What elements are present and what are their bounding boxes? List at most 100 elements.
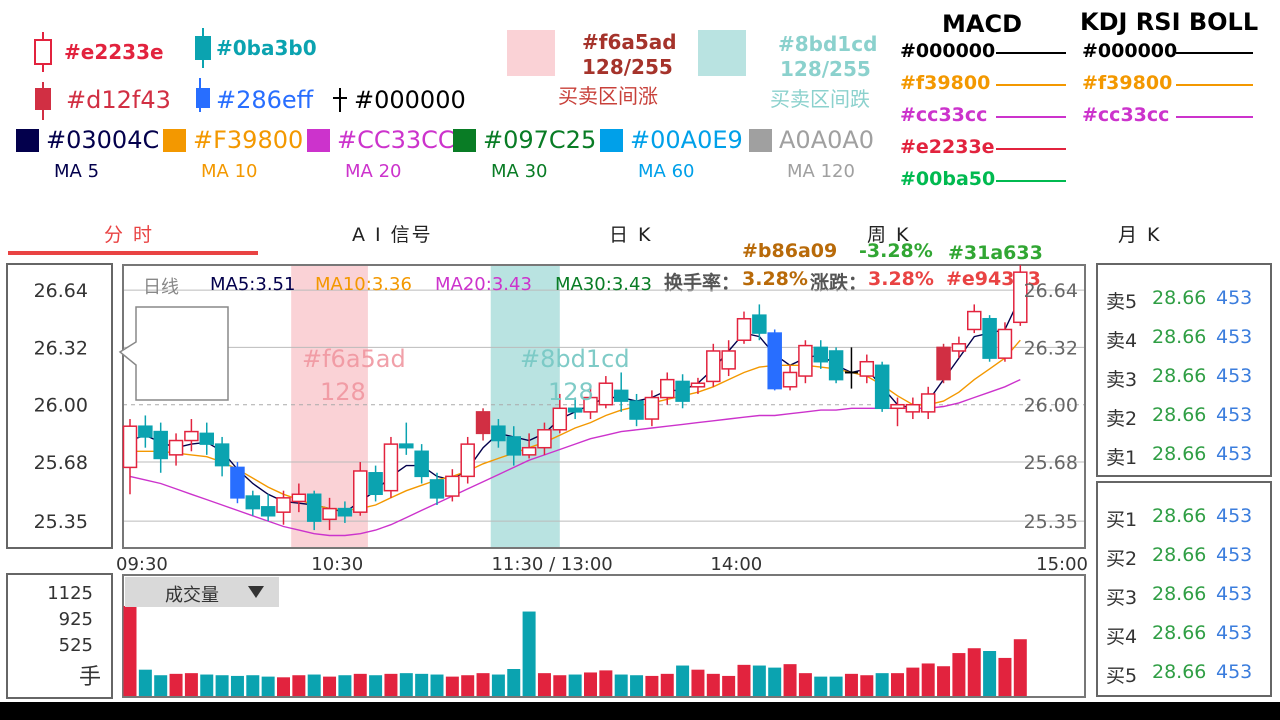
candle-body	[260, 506, 276, 517]
sell-order-book: 卖5 28.66 453 卖4 28.66 453 卖3 28.66 453 卖2 28.66 453…	[1096, 263, 1272, 477]
volume-bar	[476, 673, 490, 696]
order-book-row[interactable]: 卖5 28.66 453	[1098, 279, 1278, 318]
order-book-row[interactable]: 买1 28.66 453	[1098, 497, 1278, 536]
order-book-row[interactable]: 卖4 28.66 453	[1098, 318, 1278, 357]
volume-bar	[983, 651, 997, 696]
tab-fenshi[interactable]: 分 时	[104, 224, 155, 246]
order-book-row[interactable]: 卖1 28.66 453	[1098, 435, 1278, 474]
price-axis-panel	[6, 263, 113, 549]
order-book-price: 28.66	[1152, 365, 1207, 387]
order-book-volume: 453	[1216, 326, 1253, 348]
ma-swatch-hex: #03004C	[46, 126, 160, 154]
candle-body	[567, 407, 583, 413]
candle	[736, 311, 752, 344]
candle-body	[583, 396, 598, 413]
candle	[337, 501, 353, 523]
fall-zone-chart-alpha: 128	[548, 378, 594, 406]
candle-body	[291, 493, 307, 503]
volume-bar	[292, 675, 306, 696]
candle-body	[521, 446, 537, 456]
candle	[153, 422, 168, 473]
order-book-price: 28.66	[1152, 544, 1207, 566]
order-book-label: 卖5	[1106, 291, 1138, 313]
candle	[414, 444, 429, 484]
candle	[214, 436, 230, 477]
candle-body	[214, 443, 230, 467]
x-tick: 15:00	[1036, 554, 1088, 575]
volume-bar	[553, 675, 567, 696]
volume-dropdown-label: 成交量	[165, 585, 219, 606]
volume-bar	[522, 611, 536, 696]
x-tick: 09:30	[116, 554, 168, 575]
order-book-label: 买2	[1106, 548, 1138, 570]
volume-bar	[614, 674, 628, 696]
volume-bar	[369, 675, 383, 696]
rise-zone-swatch	[507, 30, 555, 76]
vol-tick-925: 925	[58, 609, 93, 630]
ma-swatch-name: MA 30	[491, 161, 548, 182]
candle-body	[383, 443, 399, 492]
order-book-volume: 453	[1216, 622, 1253, 644]
volume-bar	[1013, 639, 1027, 696]
turnover-label: 换手率：	[664, 272, 741, 294]
ma-swatch-hex: A0A0A0	[779, 126, 875, 154]
order-book-row[interactable]: 买2 28.66 453	[1098, 536, 1278, 575]
candle	[122, 419, 138, 495]
x-tick: 11:30 / 13:00	[491, 554, 612, 575]
macd-line-hex: #00ba50	[900, 168, 996, 190]
ma-swatch-name: MA 60	[638, 161, 695, 182]
volume-bar	[169, 673, 183, 696]
volume-bar	[261, 676, 275, 696]
tab-week-k[interactable]: 周 K	[867, 224, 911, 246]
order-book-volume: 453	[1216, 443, 1253, 465]
candle	[782, 365, 798, 391]
order-book-row[interactable]: 卖2 28.66 453	[1098, 396, 1278, 435]
ma-swatch-box	[600, 129, 623, 152]
volume-bar	[123, 606, 137, 696]
candle	[138, 415, 153, 448]
order-book-row[interactable]: 买4 28.66 453	[1098, 614, 1278, 653]
order-book-price: 28.66	[1152, 661, 1207, 683]
order-book-row[interactable]: 买5 28.66 453	[1098, 653, 1278, 692]
tab-day-k[interactable]: 日 K	[609, 224, 653, 246]
volume-bar	[215, 675, 229, 696]
legend-hollow-up-hex: #e2233e	[64, 40, 164, 64]
volume-bar	[399, 673, 413, 696]
candle	[644, 390, 660, 427]
volume-bar	[937, 666, 951, 696]
ma-period-label: 日线	[143, 277, 179, 298]
candle	[936, 343, 951, 384]
macd-line-sample	[996, 52, 1066, 54]
ma-swatch-box	[163, 129, 186, 152]
chart-frame	[122, 264, 1086, 549]
candle	[567, 397, 583, 420]
volume-bar-layer	[123, 606, 1027, 696]
volume-bar	[537, 673, 551, 696]
tab-ai-signal[interactable]: A I 信号	[352, 224, 433, 246]
candle	[844, 347, 858, 389]
macd-line-sample	[996, 148, 1066, 150]
candle-body	[245, 495, 261, 510]
ma-swatch-hex: #097C25	[483, 126, 597, 154]
change-percent-top: -3.28%	[859, 240, 933, 262]
kdj-rsi-boll-title: KDJ RSI BOLL	[1080, 8, 1259, 36]
candle	[967, 304, 982, 334]
candle-cross-icon	[333, 88, 347, 112]
candle-body	[690, 382, 706, 388]
rise-zone-chart-alpha: 128	[320, 378, 366, 406]
kdj-line-hex: #000000	[1082, 40, 1178, 62]
volume-bar	[338, 675, 352, 696]
volume-bar	[277, 677, 290, 696]
order-book-row[interactable]: 买3 28.66 453	[1098, 575, 1278, 614]
rise-zone-chart-hex: #f6a5ad	[302, 345, 406, 373]
tab-month-k[interactable]: 月 K	[1118, 224, 1162, 246]
candle-body	[506, 436, 521, 456]
candle-body	[199, 432, 214, 445]
order-book-price: 28.66	[1152, 404, 1207, 426]
candle	[506, 426, 521, 466]
order-book-row[interactable]: 卖3 28.66 453	[1098, 357, 1278, 396]
volume-dropdown[interactable]: 成交量	[125, 577, 279, 607]
order-book-label: 买5	[1106, 665, 1138, 687]
candle-body	[813, 346, 828, 363]
